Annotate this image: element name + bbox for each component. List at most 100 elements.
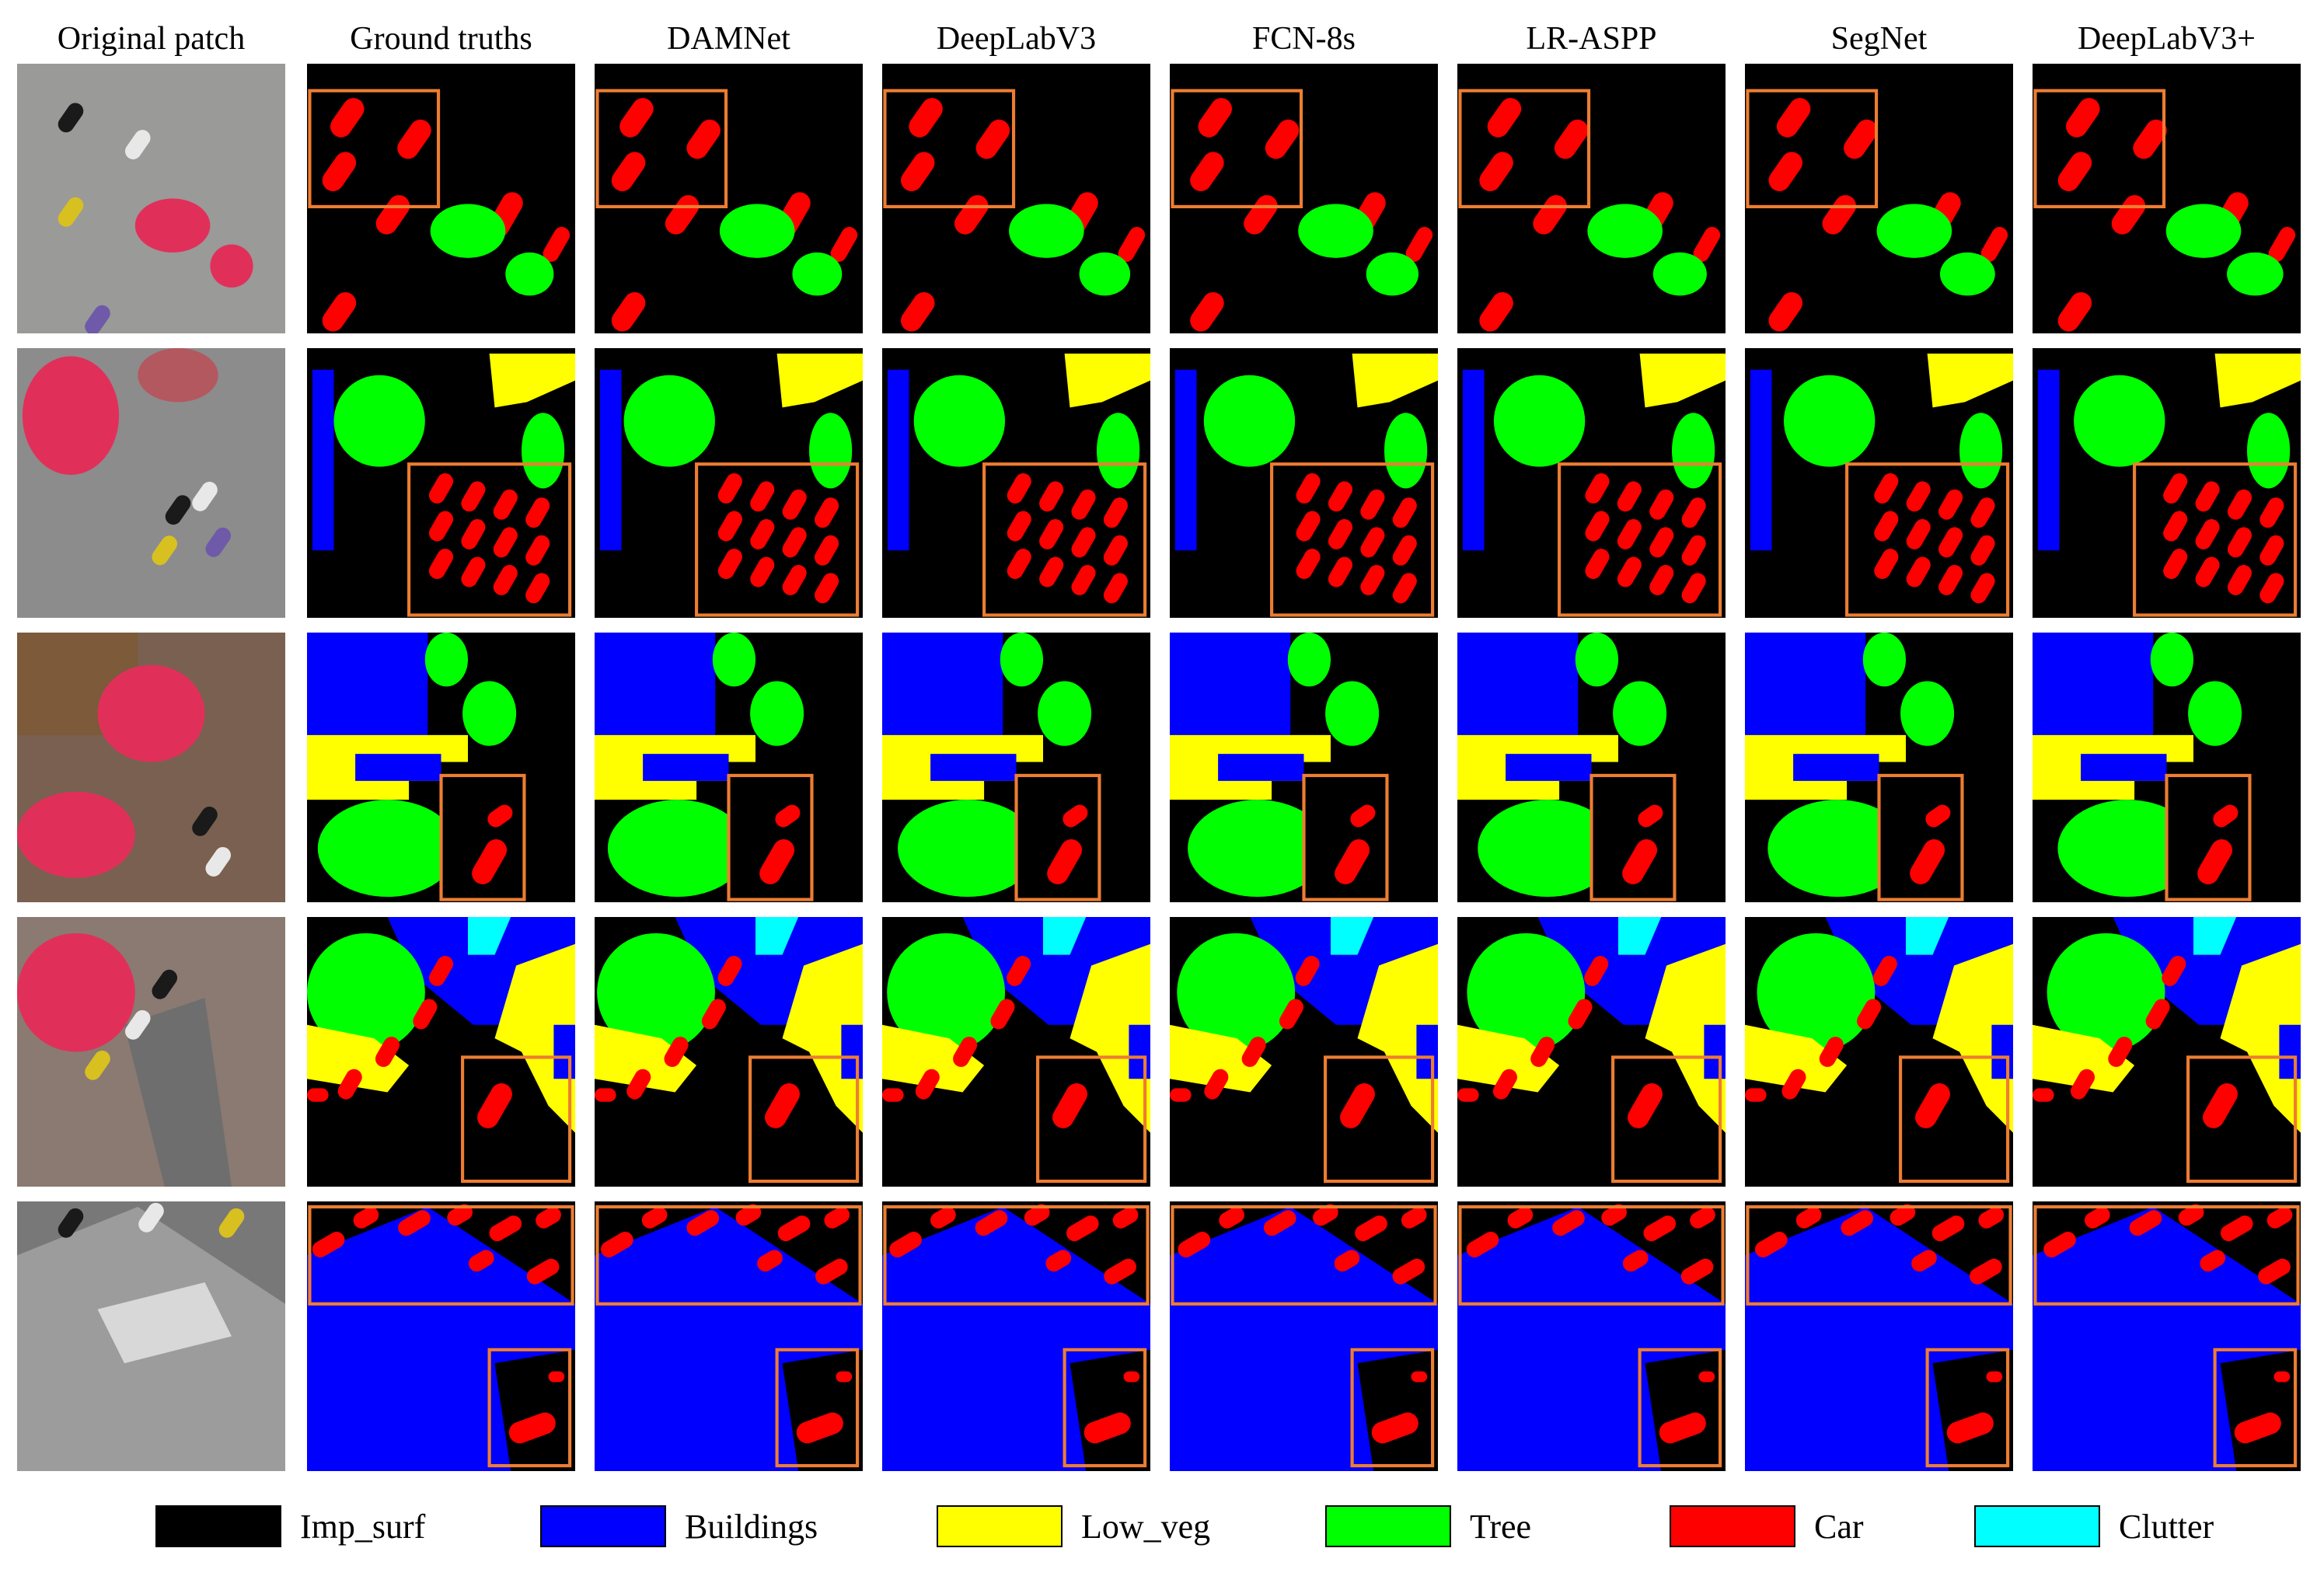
- building-segment: [1991, 1024, 2013, 1079]
- car-segment: [1906, 556, 1931, 588]
- tree-segment: [1478, 800, 1617, 898]
- building-segment: [1170, 633, 1291, 735]
- legend-item-buildings: Buildings: [540, 1504, 818, 1548]
- cell-fcn-row5: [1170, 1201, 1438, 1471]
- original-patch-image: [17, 348, 285, 618]
- tree-canopy: [17, 791, 135, 878]
- car-segment: [815, 497, 839, 528]
- original-patch-image: [17, 1201, 285, 1471]
- tree-segment: [1384, 413, 1428, 489]
- car-segment: [525, 535, 550, 566]
- highlight-box: [2033, 89, 2166, 208]
- car-segment: [1659, 1412, 1706, 1444]
- car-segment: [1295, 955, 1320, 986]
- car-segment: [1190, 152, 1224, 192]
- highlight-box: [1925, 1348, 2010, 1468]
- car-segment: [1554, 119, 1589, 159]
- highlight-box: [1746, 1205, 2012, 1306]
- car-segment: [619, 98, 654, 138]
- highlight-box: [2133, 462, 2298, 617]
- car-segment: [626, 1069, 651, 1100]
- car-segment: [1938, 489, 1963, 520]
- tree-segment: [2074, 375, 2165, 467]
- segmentation-mask: [1170, 633, 1438, 902]
- car-segment: [1649, 564, 1674, 595]
- car-segment: [954, 195, 989, 235]
- building-segment: [1457, 633, 1579, 735]
- car-segment: [2234, 1412, 2281, 1444]
- car-segment: [1066, 1215, 1099, 1242]
- car-segment: [1755, 1232, 1788, 1258]
- cell-dlv3p-row2: [2033, 348, 2301, 618]
- car-segment: [1841, 1210, 1874, 1236]
- car-segment: [1241, 1037, 1266, 1067]
- car-segment: [1906, 519, 1931, 549]
- highlight-box: [595, 1205, 862, 1306]
- clutter-segment: [1331, 917, 1374, 955]
- tree-segment: [2047, 933, 2165, 1052]
- header-deeplabv3: DeepLabV3: [936, 21, 1097, 57]
- car-segment: [2085, 1206, 2110, 1229]
- building-segment: [2279, 1024, 2301, 1079]
- car-segment: [2259, 535, 2284, 566]
- road-segment: [2166, 762, 2301, 902]
- segmentation-mask: [2033, 633, 2301, 902]
- car-segment: [1874, 511, 1899, 542]
- tree-segment: [1613, 681, 1667, 746]
- tree-segment: [1959, 413, 2003, 489]
- header-segnet: SegNet: [1830, 21, 1928, 57]
- lowveg-segment: [782, 943, 863, 1133]
- building-segment: [1793, 754, 1879, 781]
- legend-swatch-imp-surf: [155, 1505, 281, 1547]
- highlight-box: [775, 1348, 860, 1468]
- legend-swatch-buildings: [540, 1505, 666, 1547]
- car-segment: [353, 1206, 379, 1229]
- car-segment: [493, 489, 518, 520]
- car-segment: [990, 999, 1015, 1030]
- cell-segnet-row3: [1745, 633, 2013, 902]
- building-segment: [1129, 1024, 1150, 1079]
- car-segment: [664, 1037, 689, 1067]
- legend-label-buildings: Buildings: [685, 1507, 818, 1546]
- car-segment: [815, 573, 839, 604]
- car-segment: [815, 535, 839, 566]
- lowveg-segment: [307, 1024, 410, 1093]
- segmentation-mask: [1745, 1201, 2013, 1471]
- segmentation-mask: [1745, 348, 2013, 618]
- building-segment: [1174, 369, 1197, 551]
- lowveg-segment: [595, 1024, 697, 1093]
- legend-swatch-tree: [1325, 1505, 1451, 1547]
- header-damnet: DAMNet: [667, 21, 790, 57]
- car-segment: [735, 1204, 762, 1226]
- car-segment: [205, 527, 232, 557]
- car-segment: [322, 152, 357, 192]
- car-segment: [1047, 839, 1083, 884]
- tree-segment: [719, 204, 795, 258]
- car-segment: [1355, 1215, 1387, 1242]
- car-segment: [1978, 1206, 2005, 1229]
- car-segment: [307, 1088, 329, 1102]
- tree-segment: [1652, 252, 1707, 296]
- highlight-box: [1171, 89, 1303, 208]
- car-segment: [1890, 1204, 1916, 1226]
- cell-damnet-row5: [595, 1201, 863, 1471]
- cell-dlv3p-row3: [2033, 633, 2301, 902]
- cell-dlv3-row4: [882, 917, 1150, 1187]
- car-segment: [717, 511, 742, 542]
- car-segment: [1313, 1204, 1338, 1226]
- legend-label-imp-surf: Imp_surf: [300, 1507, 426, 1546]
- car-segment: [836, 1371, 853, 1382]
- highlight-box: [883, 89, 1016, 208]
- lowveg-segment: [1064, 353, 1150, 408]
- segmentation-mask: [2033, 348, 2301, 618]
- segmentation-mask: [1457, 1201, 1726, 1471]
- car-segment: [428, 473, 454, 504]
- car-segment: [717, 549, 742, 580]
- cell-fcn-row1: [1170, 64, 1438, 333]
- car-segment: [1552, 1210, 1585, 1236]
- lowveg-segment: [2033, 1024, 2135, 1093]
- segmentation-mask: [882, 64, 1150, 333]
- car-segment: [1857, 999, 1882, 1030]
- highlight-box: [1063, 1348, 1147, 1468]
- car-segment: [1007, 549, 1031, 580]
